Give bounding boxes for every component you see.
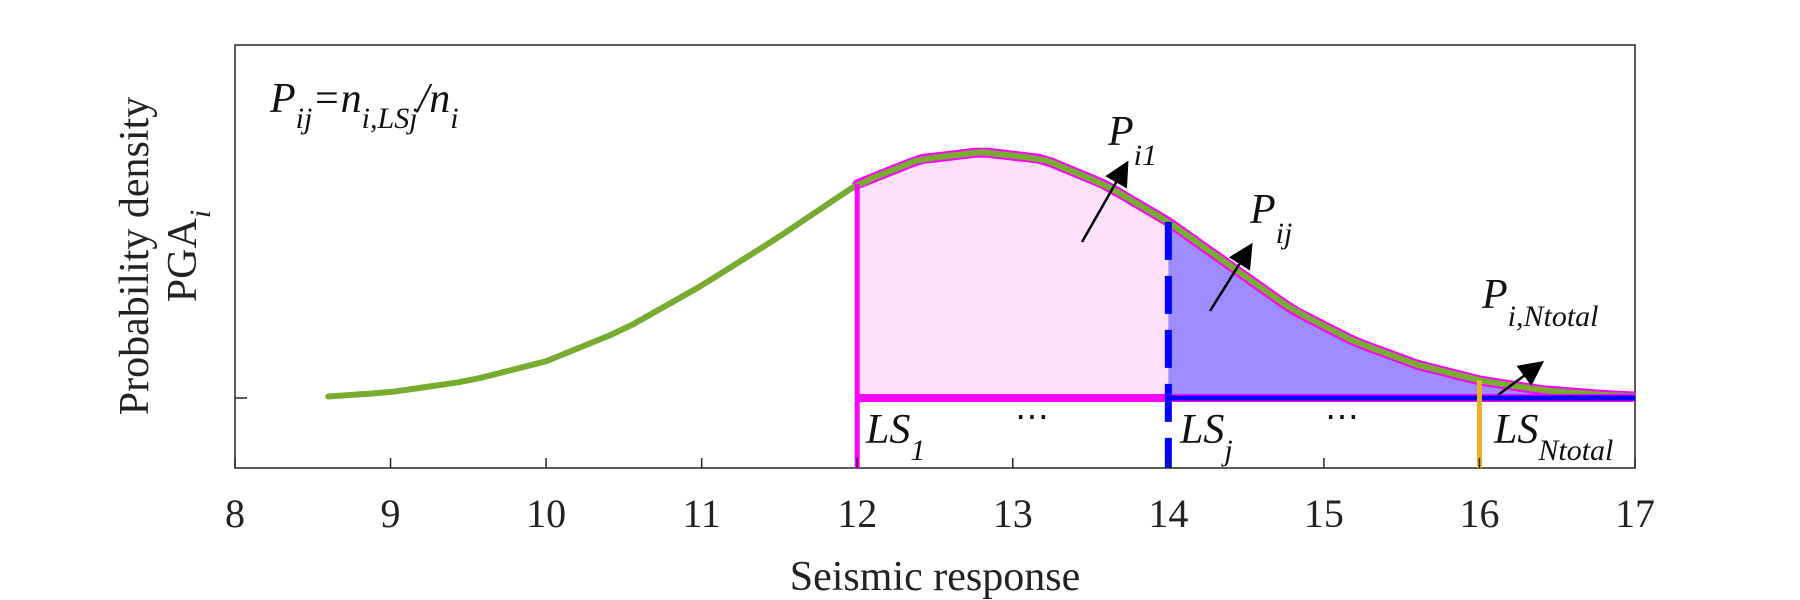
x-tick-label-14: 14 (1148, 491, 1188, 536)
annotation-p-ij: Pij (1249, 187, 1292, 250)
y-axis-title-sub: i (184, 210, 217, 218)
x-tick-label-9: 9 (381, 491, 401, 536)
annotation-p-intotal: Pi,Ntotal (1481, 272, 1599, 333)
x-tick-label-13: 13 (993, 491, 1033, 536)
ls-label-ntotal: LSNtotal (1493, 407, 1613, 467)
annotation-p-intotal-sub: i,Ntotal (1508, 300, 1599, 333)
ls-label-j-sub: j (1220, 434, 1232, 467)
annotation-p-i1-main: P (1107, 109, 1134, 155)
x-tick-label-15: 15 (1304, 491, 1344, 536)
ls-label-j: LSj (1179, 407, 1233, 467)
x-tick-label-17: 17 (1615, 491, 1655, 536)
formula-n-sub: i,LSj (362, 102, 418, 135)
annotation-p-intotal-main: P (1481, 272, 1508, 318)
x-tick-label-8: 8 (225, 491, 245, 536)
region-1 (1168, 221, 1635, 398)
x-tick-label-11: 11 (682, 491, 721, 536)
formula-eq: =n (312, 76, 361, 122)
chart-marks (325, 147, 1635, 468)
ls-label-j-main: LS (1179, 407, 1224, 453)
ls-label-1-sub: 1 (910, 434, 925, 467)
x-tick-label-10: 10 (526, 491, 566, 536)
ls-label-1: LS1 (865, 407, 925, 467)
arrow-p-i1 (1080, 160, 1129, 243)
formula-p: P (269, 76, 296, 122)
x-tick-label-16: 16 (1459, 491, 1499, 536)
ls-label-1-main: LS (865, 407, 910, 453)
x-axis-title: Seismic response (790, 554, 1080, 600)
ellipsis-2: ⋯ (1325, 399, 1359, 436)
arrow-p-ij (1208, 242, 1253, 312)
y-axis-title: Probability density PGAi (112, 97, 217, 416)
formula-p-sub: ij (296, 102, 313, 135)
arrow-p-intotal (1497, 361, 1545, 397)
annotation-p-i1-sub: i1 (1134, 139, 1157, 172)
ellipsis-1: ⋯ (1015, 399, 1049, 436)
annotation-p-ij-sub: ij (1276, 217, 1293, 250)
y-axis-title-pga: PGA (160, 217, 206, 302)
ls-label-ntotal-sub: Ntotal (1537, 434, 1613, 467)
shaded-regions (857, 152, 1635, 398)
annotation-p-ij-main: P (1249, 187, 1276, 233)
formula-d-sub: i (450, 102, 458, 135)
formula: Pij=ni,LSj/ni (269, 76, 459, 135)
region-0 (857, 152, 1169, 398)
annotation-p-i1: Pi1 (1107, 109, 1157, 172)
density-curve (325, 148, 1635, 400)
x-tick-label-12: 12 (837, 491, 877, 536)
axis-ticks: 8 9 10 11 12 13 14 15 16 17 (225, 397, 1655, 536)
y-axis-title-line2: PGAi (160, 210, 217, 302)
y-axis-title-line1: Probability density (112, 97, 158, 416)
ls-label-ntotal-main: LS (1493, 407, 1538, 453)
formula-slash: /n (416, 76, 451, 122)
